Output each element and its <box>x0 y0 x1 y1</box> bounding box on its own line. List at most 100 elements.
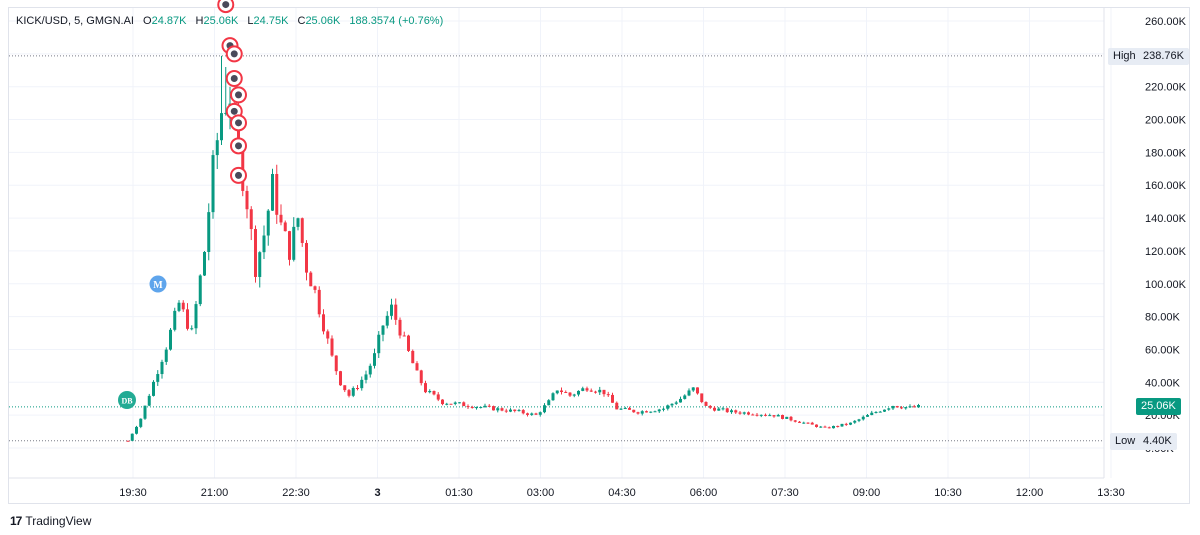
db-badge-label: DB <box>121 397 133 406</box>
candle-body <box>700 393 704 403</box>
candle-body <box>441 399 444 405</box>
symbol-label: KICK/USD, 5, GMGN.AI <box>16 15 134 27</box>
candle-body <box>883 409 886 412</box>
candle-body <box>628 408 631 410</box>
candle-body <box>402 335 406 337</box>
candle-body <box>156 374 160 382</box>
candle-body <box>419 370 423 384</box>
candle-body <box>130 433 134 441</box>
candle-body <box>330 338 334 356</box>
candle-body <box>577 390 580 395</box>
candle-body <box>249 209 253 230</box>
candle-body <box>271 173 274 211</box>
candle-body <box>458 402 461 404</box>
candle-body <box>768 415 772 417</box>
candle-body <box>381 325 385 335</box>
candle-body <box>857 419 861 421</box>
trade-marker-avatar <box>222 1 230 9</box>
candle-body <box>377 334 381 354</box>
candle-body <box>594 391 597 393</box>
candle-body <box>572 394 576 396</box>
candle-body <box>347 390 351 396</box>
candle-body <box>657 409 661 412</box>
low-value: 24.75K <box>253 15 289 27</box>
candle-body <box>717 408 721 411</box>
candle-body <box>891 406 895 409</box>
candle-body <box>806 422 810 424</box>
x-tick-label: 10:30 <box>934 487 962 499</box>
candle-body <box>266 210 270 236</box>
x-tick-label: 09:00 <box>853 487 881 499</box>
candle-body <box>555 390 559 394</box>
candle-body <box>160 361 164 375</box>
candle-body <box>793 420 797 422</box>
candle-body <box>632 409 636 413</box>
candle-body <box>509 409 512 412</box>
tradingview-brand: TradingView <box>25 514 92 528</box>
candle-body <box>415 363 419 371</box>
candle-body <box>262 235 266 253</box>
candle-body <box>334 355 338 372</box>
footer[interactable]: 17 TradingView <box>10 514 91 528</box>
candle-body <box>177 302 181 311</box>
candle-body <box>810 422 814 425</box>
candle-body <box>619 408 623 410</box>
candle-body <box>279 214 283 223</box>
candle-body <box>870 412 874 416</box>
y-tick-label: 220.00K <box>1145 82 1187 94</box>
candle-body <box>445 403 449 405</box>
candle-body <box>432 390 436 395</box>
candle-body <box>169 329 172 350</box>
trade-marker-avatar <box>230 50 238 58</box>
candle-body <box>181 302 185 310</box>
candle-body <box>373 353 376 366</box>
candle-body <box>662 408 665 410</box>
db-badge-icon <box>118 391 136 409</box>
candle-body <box>713 407 716 411</box>
candle-body <box>470 407 474 409</box>
candle-body <box>258 252 262 277</box>
candle-body <box>687 390 691 396</box>
close-value: 25.06K <box>305 15 341 27</box>
candle-body <box>874 411 878 413</box>
candle-body <box>674 402 678 404</box>
x-tick-label: 07:30 <box>771 487 799 499</box>
open-value: 24.87K <box>151 15 187 27</box>
close-label: C <box>297 15 306 27</box>
trade-marker-avatar <box>235 91 242 99</box>
candle-body <box>394 304 398 320</box>
candle-body <box>207 212 211 252</box>
candle-body <box>275 173 279 215</box>
candle-body <box>840 423 844 427</box>
candle-body <box>126 440 130 442</box>
candle-body <box>696 387 699 394</box>
y-tick-label: 40.00K <box>1145 377 1181 389</box>
candle-body <box>755 414 759 416</box>
last-price-tag: 25.06K <box>1136 398 1181 415</box>
candle-body <box>853 420 857 423</box>
candle-body <box>543 405 546 413</box>
candle-body <box>398 319 402 336</box>
x-tick-label: 3 <box>374 487 380 499</box>
candle-body <box>725 408 729 413</box>
y-tick-label: 260.00K <box>1145 16 1187 28</box>
candle-body <box>220 113 223 141</box>
candle-body <box>449 403 453 405</box>
candle-body <box>798 421 801 423</box>
tradingview-logo-icon: 17 <box>10 514 22 528</box>
candle-body <box>360 379 364 389</box>
candle-body <box>589 390 593 392</box>
candle-body <box>683 395 687 399</box>
candle-body <box>785 416 789 419</box>
candle-body <box>300 218 304 243</box>
candle-body <box>147 395 151 406</box>
candle-body <box>666 405 670 409</box>
candle-body <box>453 402 457 404</box>
candle-body <box>368 365 372 375</box>
candle-body <box>585 388 589 391</box>
candle-body <box>475 407 478 409</box>
candle-body <box>254 229 257 277</box>
candle-body <box>487 405 491 407</box>
candle-body <box>691 387 695 391</box>
